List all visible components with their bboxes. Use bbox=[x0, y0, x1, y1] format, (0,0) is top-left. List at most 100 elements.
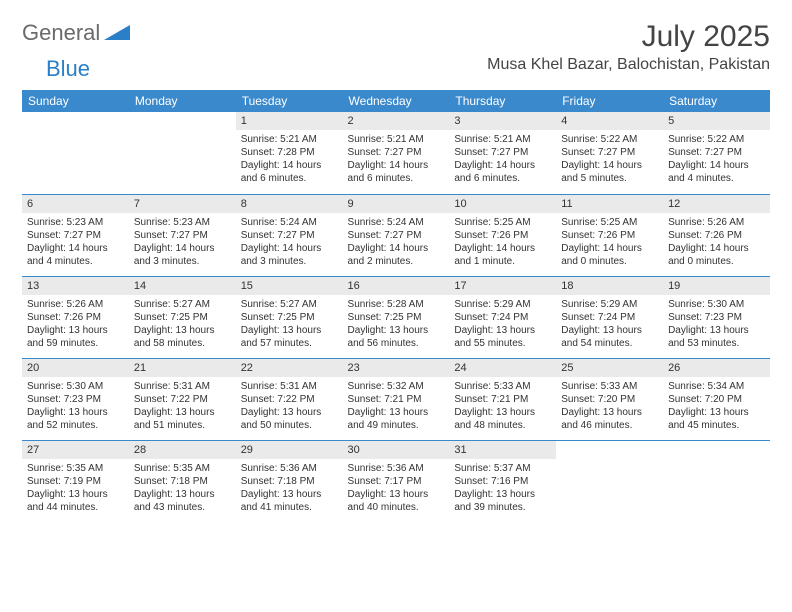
daylight-text: Daylight: 13 hours and 41 minutes. bbox=[241, 488, 338, 514]
day-number: 8 bbox=[236, 195, 343, 213]
sunrise-text: Sunrise: 5:33 AM bbox=[561, 380, 658, 393]
day-header: Wednesday bbox=[343, 90, 450, 112]
daylight-text: Daylight: 13 hours and 45 minutes. bbox=[668, 406, 765, 432]
month-title: July 2025 bbox=[487, 20, 770, 54]
day-number: 3 bbox=[449, 112, 556, 130]
calendar-cell: 30Sunrise: 5:36 AMSunset: 7:17 PMDayligh… bbox=[343, 440, 450, 522]
day-number: 24 bbox=[449, 359, 556, 377]
sunset-text: Sunset: 7:20 PM bbox=[561, 393, 658, 406]
sunset-text: Sunset: 7:27 PM bbox=[561, 146, 658, 159]
daylight-text: Daylight: 14 hours and 6 minutes. bbox=[348, 159, 445, 185]
sunset-text: Sunset: 7:27 PM bbox=[241, 229, 338, 242]
sunset-text: Sunset: 7:26 PM bbox=[561, 229, 658, 242]
day-number: 27 bbox=[22, 441, 129, 459]
sunrise-text: Sunrise: 5:29 AM bbox=[561, 298, 658, 311]
calendar-cell: 17Sunrise: 5:29 AMSunset: 7:24 PMDayligh… bbox=[449, 276, 556, 358]
daylight-text: Daylight: 14 hours and 3 minutes. bbox=[241, 242, 338, 268]
sunset-text: Sunset: 7:25 PM bbox=[348, 311, 445, 324]
sunset-text: Sunset: 7:27 PM bbox=[27, 229, 124, 242]
day-number: 19 bbox=[663, 277, 770, 295]
day-number: 10 bbox=[449, 195, 556, 213]
daylight-text: Daylight: 13 hours and 40 minutes. bbox=[348, 488, 445, 514]
day-number: 12 bbox=[663, 195, 770, 213]
day-number: 23 bbox=[343, 359, 450, 377]
sunrise-text: Sunrise: 5:37 AM bbox=[454, 462, 551, 475]
day-number: 11 bbox=[556, 195, 663, 213]
calendar-cell: 28Sunrise: 5:35 AMSunset: 7:18 PMDayligh… bbox=[129, 440, 236, 522]
daylight-text: Daylight: 14 hours and 0 minutes. bbox=[561, 242, 658, 268]
calendar-cell: 10Sunrise: 5:25 AMSunset: 7:26 PMDayligh… bbox=[449, 194, 556, 276]
daylight-text: Daylight: 14 hours and 3 minutes. bbox=[134, 242, 231, 268]
calendar-row: 13Sunrise: 5:26 AMSunset: 7:26 PMDayligh… bbox=[22, 276, 770, 358]
day-number: 22 bbox=[236, 359, 343, 377]
daylight-text: Daylight: 13 hours and 52 minutes. bbox=[27, 406, 124, 432]
calendar-cell bbox=[663, 440, 770, 522]
sunrise-text: Sunrise: 5:34 AM bbox=[668, 380, 765, 393]
daylight-text: Daylight: 13 hours and 49 minutes. bbox=[348, 406, 445, 432]
sunset-text: Sunset: 7:23 PM bbox=[668, 311, 765, 324]
calendar-cell: 5Sunrise: 5:22 AMSunset: 7:27 PMDaylight… bbox=[663, 112, 770, 194]
daylight-text: Daylight: 14 hours and 4 minutes. bbox=[27, 242, 124, 268]
sunset-text: Sunset: 7:27 PM bbox=[348, 229, 445, 242]
calendar-cell: 22Sunrise: 5:31 AMSunset: 7:22 PMDayligh… bbox=[236, 358, 343, 440]
calendar-cell: 20Sunrise: 5:30 AMSunset: 7:23 PMDayligh… bbox=[22, 358, 129, 440]
day-number: 25 bbox=[556, 359, 663, 377]
sunrise-text: Sunrise: 5:28 AM bbox=[348, 298, 445, 311]
sunset-text: Sunset: 7:23 PM bbox=[27, 393, 124, 406]
calendar-cell: 19Sunrise: 5:30 AMSunset: 7:23 PMDayligh… bbox=[663, 276, 770, 358]
calendar-cell: 13Sunrise: 5:26 AMSunset: 7:26 PMDayligh… bbox=[22, 276, 129, 358]
sunset-text: Sunset: 7:25 PM bbox=[241, 311, 338, 324]
sunset-text: Sunset: 7:24 PM bbox=[561, 311, 658, 324]
daylight-text: Daylight: 13 hours and 44 minutes. bbox=[27, 488, 124, 514]
calendar-cell: 24Sunrise: 5:33 AMSunset: 7:21 PMDayligh… bbox=[449, 358, 556, 440]
calendar-cell: 4Sunrise: 5:22 AMSunset: 7:27 PMDaylight… bbox=[556, 112, 663, 194]
sunset-text: Sunset: 7:28 PM bbox=[241, 146, 338, 159]
sunrise-text: Sunrise: 5:23 AM bbox=[134, 216, 231, 229]
day-header-row: Sunday Monday Tuesday Wednesday Thursday… bbox=[22, 90, 770, 112]
daylight-text: Daylight: 13 hours and 50 minutes. bbox=[241, 406, 338, 432]
logo-triangle-icon bbox=[104, 22, 130, 45]
day-number: 21 bbox=[129, 359, 236, 377]
sunrise-text: Sunrise: 5:21 AM bbox=[348, 133, 445, 146]
daylight-text: Daylight: 14 hours and 6 minutes. bbox=[454, 159, 551, 185]
sunset-text: Sunset: 7:27 PM bbox=[134, 229, 231, 242]
daylight-text: Daylight: 13 hours and 46 minutes. bbox=[561, 406, 658, 432]
sunset-text: Sunset: 7:17 PM bbox=[348, 475, 445, 488]
day-number: 20 bbox=[22, 359, 129, 377]
sunset-text: Sunset: 7:22 PM bbox=[241, 393, 338, 406]
calendar-cell: 1Sunrise: 5:21 AMSunset: 7:28 PMDaylight… bbox=[236, 112, 343, 194]
calendar-cell: 23Sunrise: 5:32 AMSunset: 7:21 PMDayligh… bbox=[343, 358, 450, 440]
sunset-text: Sunset: 7:19 PM bbox=[27, 475, 124, 488]
logo-text-blue: Blue bbox=[46, 56, 90, 81]
sunrise-text: Sunrise: 5:26 AM bbox=[668, 216, 765, 229]
sunrise-text: Sunrise: 5:35 AM bbox=[134, 462, 231, 475]
sunrise-text: Sunrise: 5:24 AM bbox=[348, 216, 445, 229]
calendar-table: Sunday Monday Tuesday Wednesday Thursday… bbox=[22, 90, 770, 522]
calendar-cell: 7Sunrise: 5:23 AMSunset: 7:27 PMDaylight… bbox=[129, 194, 236, 276]
daylight-text: Daylight: 13 hours and 53 minutes. bbox=[668, 324, 765, 350]
sunrise-text: Sunrise: 5:29 AM bbox=[454, 298, 551, 311]
sunrise-text: Sunrise: 5:31 AM bbox=[134, 380, 231, 393]
sunset-text: Sunset: 7:25 PM bbox=[134, 311, 231, 324]
daylight-text: Daylight: 14 hours and 5 minutes. bbox=[561, 159, 658, 185]
sunrise-text: Sunrise: 5:36 AM bbox=[241, 462, 338, 475]
sunset-text: Sunset: 7:27 PM bbox=[454, 146, 551, 159]
day-number: 6 bbox=[22, 195, 129, 213]
sunset-text: Sunset: 7:21 PM bbox=[348, 393, 445, 406]
calendar-cell bbox=[22, 112, 129, 194]
sunrise-text: Sunrise: 5:22 AM bbox=[668, 133, 765, 146]
sunset-text: Sunset: 7:26 PM bbox=[668, 229, 765, 242]
sunset-text: Sunset: 7:27 PM bbox=[348, 146, 445, 159]
calendar-cell: 12Sunrise: 5:26 AMSunset: 7:26 PMDayligh… bbox=[663, 194, 770, 276]
day-header: Sunday bbox=[22, 90, 129, 112]
sunrise-text: Sunrise: 5:22 AM bbox=[561, 133, 658, 146]
daylight-text: Daylight: 13 hours and 48 minutes. bbox=[454, 406, 551, 432]
sunrise-text: Sunrise: 5:24 AM bbox=[241, 216, 338, 229]
daylight-text: Daylight: 14 hours and 4 minutes. bbox=[668, 159, 765, 185]
calendar-row: 20Sunrise: 5:30 AMSunset: 7:23 PMDayligh… bbox=[22, 358, 770, 440]
day-header: Tuesday bbox=[236, 90, 343, 112]
calendar-cell: 8 Sunrise: 5:24 AMSunset: 7:27 PMDaylight… bbox=[236, 194, 343, 276]
sunset-text: Sunset: 7:18 PM bbox=[134, 475, 231, 488]
day-header: Monday bbox=[129, 90, 236, 112]
daylight-text: Daylight: 13 hours and 56 minutes. bbox=[348, 324, 445, 350]
